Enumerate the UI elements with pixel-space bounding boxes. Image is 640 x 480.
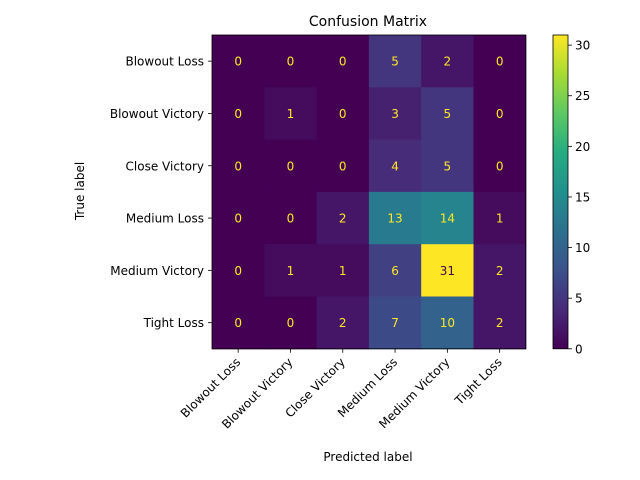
- heatmap-cell: [316, 191, 370, 245]
- heatmap-cell: [368, 139, 422, 193]
- y-tick-label: Medium Loss: [126, 212, 204, 226]
- cell-value-label: 0: [234, 264, 242, 278]
- y-tick-label: Close Victory: [126, 159, 204, 173]
- colorbar-tick-label: 25: [575, 89, 590, 103]
- y-tick-label: Medium Victory: [110, 264, 204, 278]
- y-axis-ticks: Blowout Loss Blowout Victory Close Victory…: [110, 55, 212, 330]
- cell-value-label: 0: [339, 107, 347, 121]
- heatmap-cell: [368, 296, 422, 350]
- colorbar: [552, 34, 569, 350]
- heatmap-cell: [421, 87, 474, 141]
- cell-value-label: 2: [339, 212, 347, 226]
- heatmap-cell: [264, 191, 318, 245]
- heatmap-cell: [473, 87, 527, 141]
- heatmap-cell: [473, 244, 527, 297]
- heatmap-cell: [473, 139, 527, 193]
- colorbar-tick-label: 0: [575, 342, 583, 356]
- cell-value-label: 6: [391, 264, 399, 278]
- cell-value-label: 0: [287, 316, 295, 330]
- heatmap-cell: [316, 35, 370, 88]
- x-axis-label: Predicted label: [323, 450, 412, 464]
- heatmap-cell: [473, 35, 527, 88]
- heatmap-cell: [421, 191, 474, 245]
- cell-value-label: 0: [234, 159, 242, 173]
- cell-value-label: 13: [387, 212, 402, 226]
- y-axis-label: True label: [73, 162, 87, 221]
- y-tick-label: Blowout Loss: [125, 55, 204, 69]
- cell-value-label: 0: [234, 316, 242, 330]
- cell-value-label: 0: [287, 55, 295, 69]
- cell-value-label: 2: [339, 316, 347, 330]
- cell-value-label: 0: [496, 159, 504, 173]
- colorbar-tick-label: 10: [575, 241, 590, 255]
- heatmap-cell: [316, 244, 370, 297]
- heatmap-cell: [264, 35, 318, 88]
- cell-value-label: 0: [287, 159, 295, 173]
- heatmap-cell: [368, 87, 422, 141]
- colorbar-tick-label: 5: [575, 292, 583, 306]
- heatmap-cell: [316, 87, 370, 141]
- cell-value-label: 14: [440, 212, 455, 226]
- y-tick-label: Blowout Victory: [110, 107, 204, 121]
- heatmap-cell: [473, 296, 527, 350]
- heatmap-cell: [264, 87, 318, 141]
- cell-value-label: 31: [440, 264, 455, 278]
- cell-value-label: 5: [444, 159, 452, 173]
- heatmap-cell-labels: 0 0 0 5 2 00 1 0 3 5 00 0 0 4 5 00 0 2 13 14 10 1 1 6 31 20 0 2 7 10 2: [234, 55, 504, 330]
- cell-value-label: 10: [440, 316, 455, 330]
- colorbar-tick-label: 20: [575, 140, 590, 154]
- x-tick-label: Tight Loss: [451, 355, 504, 408]
- heatmap-cell: [368, 191, 422, 245]
- heatmap-cell: [316, 139, 370, 193]
- heatmap-cell: [264, 139, 318, 193]
- cell-value-label: 0: [339, 55, 347, 69]
- cell-value-label: 1: [496, 212, 504, 226]
- colorbar-tick-label: 30: [575, 39, 590, 53]
- colorbar-tick-label: 15: [575, 190, 590, 204]
- matrix-frame: [211, 34, 527, 350]
- y-tick-label: Tight Loss: [143, 316, 204, 330]
- cell-value-label: 0: [496, 55, 504, 69]
- cell-value-label: 1: [339, 264, 347, 278]
- colorbar-ticks: 0 5 10 15 20 25 30: [568, 39, 590, 356]
- heatmap-cell: [212, 35, 265, 88]
- heatmap-cell: [212, 139, 265, 193]
- heatmap-cell: [473, 191, 527, 245]
- cell-value-label: 0: [234, 212, 242, 226]
- cell-value-label: 5: [391, 55, 399, 69]
- heatmap-cell: [368, 35, 422, 88]
- heatmap-cell: [421, 244, 474, 297]
- heatmap-cell: [212, 87, 265, 141]
- cell-value-label: 3: [391, 107, 399, 121]
- heatmap-cell: [421, 35, 474, 88]
- heatmap-cell: [212, 296, 265, 350]
- chart-title: Confusion Matrix: [309, 14, 427, 30]
- cell-value-label: 7: [391, 316, 399, 330]
- heatmap-cell: [368, 244, 422, 297]
- cell-value-label: 2: [444, 55, 452, 69]
- heatmap-cell: [316, 296, 370, 350]
- cell-value-label: 4: [391, 159, 399, 173]
- cell-value-label: 5: [444, 107, 452, 121]
- cell-value-label: 1: [287, 264, 295, 278]
- heatmap-cell: [421, 139, 474, 193]
- cell-value-label: 0: [339, 159, 347, 173]
- cell-value-label: 0: [234, 55, 242, 69]
- cell-value-label: 1: [287, 107, 295, 121]
- heatmap-cell: [212, 244, 265, 297]
- cell-value-label: 0: [496, 107, 504, 121]
- heatmap-cell: [264, 296, 318, 350]
- cell-value-label: 2: [496, 316, 504, 330]
- heatmap-cell: [212, 191, 265, 245]
- cell-value-label: 0: [287, 212, 295, 226]
- cell-value-label: 0: [234, 107, 242, 121]
- heatmap-cell: [264, 244, 318, 297]
- cell-value-label: 2: [496, 264, 504, 278]
- heatmap-cells: [212, 35, 527, 350]
- heatmap-cell: [421, 296, 474, 350]
